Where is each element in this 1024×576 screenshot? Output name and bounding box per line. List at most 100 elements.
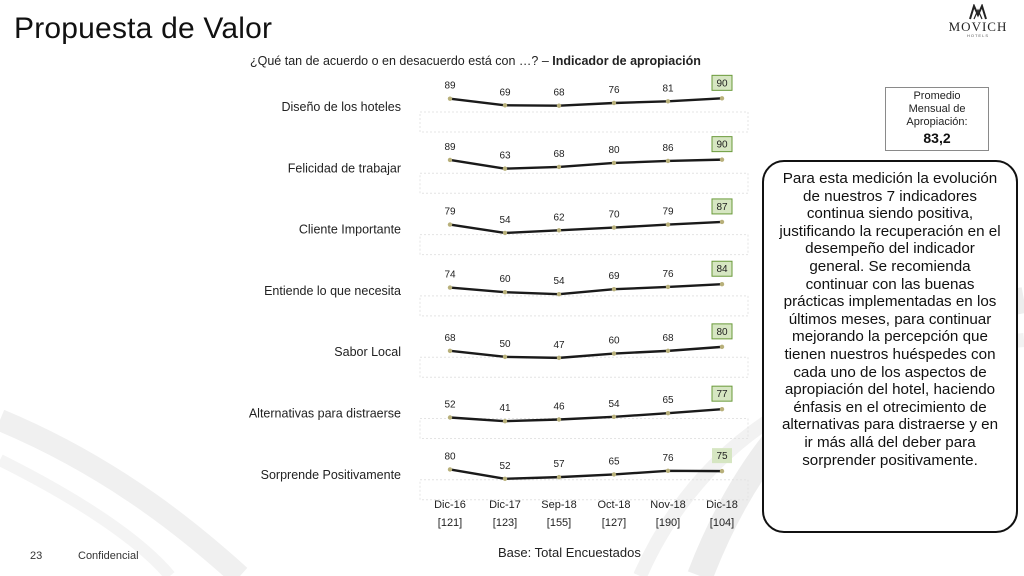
row-frame xyxy=(419,234,749,256)
data-point xyxy=(611,225,617,230)
data-label: 46 xyxy=(553,402,565,413)
series-label: Cliente Importante xyxy=(299,223,401,237)
highlight-box xyxy=(711,385,733,402)
data-point xyxy=(502,103,508,108)
data-point xyxy=(556,164,562,170)
data-label: 80 xyxy=(608,145,620,156)
x-tick-label: Sep-18 xyxy=(541,499,576,511)
x-tick-label: Dic-17 xyxy=(489,499,521,511)
data-point xyxy=(611,414,617,420)
x-tick-label: Dic-16 xyxy=(434,499,466,511)
data-point xyxy=(502,354,508,360)
recommendation-note: Para esta medición la evolución de nuest… xyxy=(762,160,1018,533)
data-label: 57 xyxy=(553,459,565,470)
highlight-box xyxy=(711,74,733,91)
chart-subtitle: ¿Qué tan de acuerdo o en desacuerdo está… xyxy=(250,54,701,68)
data-label: 89 xyxy=(444,142,456,153)
data-label: 86 xyxy=(662,143,674,154)
data-point xyxy=(502,230,508,236)
data-label: 80 xyxy=(444,451,456,462)
average-label: Promedio Mensual de Apropiación: xyxy=(906,90,968,128)
data-label: 60 xyxy=(608,336,620,347)
movich-logo-icon xyxy=(969,4,987,20)
data-point xyxy=(665,410,671,416)
data-label: 76 xyxy=(608,85,620,96)
series-label: Sorprende Positivamente xyxy=(261,468,401,482)
data-point xyxy=(611,160,617,166)
data-point xyxy=(665,99,671,104)
data-label: 54 xyxy=(553,276,565,287)
data-point xyxy=(556,228,562,233)
row-frame xyxy=(419,172,749,194)
series-line xyxy=(449,158,723,170)
data-label: 89 xyxy=(444,81,456,92)
data-point xyxy=(447,222,453,227)
data-label: 50 xyxy=(499,339,511,350)
data-point xyxy=(447,96,453,101)
data-label: 69 xyxy=(499,87,511,98)
highlight-box xyxy=(712,448,732,464)
data-point xyxy=(719,157,725,162)
base-note: Base: Total Encuestados xyxy=(498,545,641,560)
sample-size-label: [104] xyxy=(710,517,734,529)
data-label: 74 xyxy=(444,270,456,281)
series-line xyxy=(449,283,723,296)
row-frame xyxy=(419,295,749,317)
data-point xyxy=(719,406,725,412)
movich-logo: MOVICH HOTELS xyxy=(940,4,1016,48)
data-point xyxy=(502,290,508,295)
data-label: 60 xyxy=(499,274,511,285)
data-label: 68 xyxy=(553,149,565,160)
data-point xyxy=(665,222,671,227)
average-value: 83,2 xyxy=(923,130,951,146)
data-point xyxy=(719,468,725,474)
data-label: 54 xyxy=(608,399,620,410)
data-point xyxy=(556,417,562,422)
data-label: 90 xyxy=(716,78,728,89)
data-point xyxy=(719,96,725,101)
data-point xyxy=(611,287,617,292)
data-label: 76 xyxy=(662,453,674,464)
data-point xyxy=(447,157,453,163)
data-point xyxy=(611,472,617,477)
data-point xyxy=(665,284,671,290)
data-label: 65 xyxy=(662,395,674,406)
data-label: 70 xyxy=(608,210,620,221)
data-label: 47 xyxy=(553,340,565,351)
data-label: 62 xyxy=(553,212,565,223)
data-label: 80 xyxy=(716,327,728,338)
series-line xyxy=(449,220,723,235)
highlight-box xyxy=(711,260,733,277)
data-point xyxy=(556,292,562,297)
series-label: Sabor Local xyxy=(334,345,401,359)
data-point xyxy=(502,476,508,481)
data-point xyxy=(447,415,453,420)
data-label: 54 xyxy=(499,215,511,226)
data-point xyxy=(502,166,508,171)
series-line xyxy=(449,407,723,423)
series-line xyxy=(449,468,723,480)
data-point xyxy=(719,219,725,225)
data-label: 75 xyxy=(716,451,728,462)
sample-size-label: [155] xyxy=(547,517,571,529)
row-frame xyxy=(419,418,749,439)
data-point xyxy=(719,282,725,287)
data-point xyxy=(665,348,671,354)
data-label: 81 xyxy=(662,83,674,94)
data-label: 84 xyxy=(716,264,728,275)
series-line xyxy=(449,345,723,360)
highlight-box xyxy=(711,198,733,215)
row-frame xyxy=(419,356,749,378)
highlight-box xyxy=(711,323,733,340)
highlight-box xyxy=(711,136,733,153)
sample-size-label: [127] xyxy=(602,517,626,529)
data-label: 52 xyxy=(444,400,456,411)
data-point xyxy=(665,158,671,164)
page-number: 23 xyxy=(30,550,43,562)
data-label: 68 xyxy=(553,88,565,99)
row-frame xyxy=(419,479,749,501)
data-label: 65 xyxy=(608,456,620,467)
data-point xyxy=(556,355,562,361)
data-label: 68 xyxy=(662,333,674,344)
